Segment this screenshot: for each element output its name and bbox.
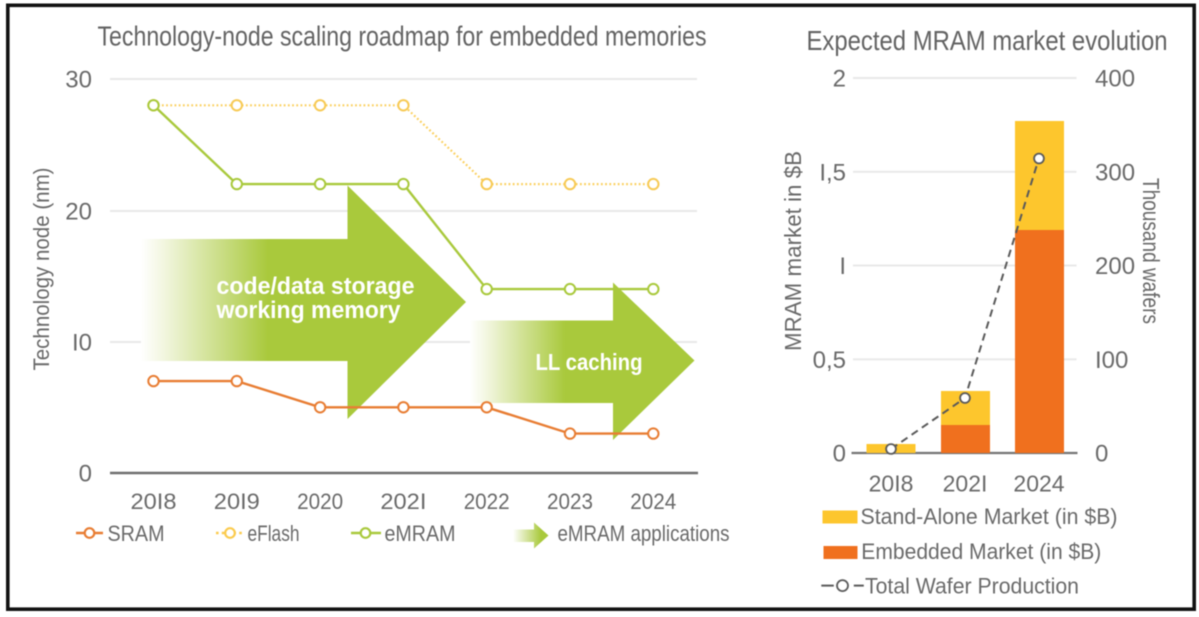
svg-text:I,5: I,5: [819, 159, 846, 186]
svg-text:I00: I00: [1095, 347, 1128, 374]
svg-text:0: 0: [1095, 441, 1108, 468]
svg-text:20: 20: [65, 199, 92, 226]
svg-text:400: 400: [1095, 66, 1135, 93]
svg-text:Expected MRAM market evolution: Expected MRAM market evolution: [807, 25, 1168, 56]
svg-text:2020: 2020: [297, 489, 343, 514]
svg-text:eMRAM applications: eMRAM applications: [558, 521, 730, 546]
svg-text:MRAM market in $B: MRAM market in $B: [780, 151, 806, 351]
svg-text:Technology node (nm): Technology node (nm): [29, 168, 54, 371]
svg-text:Technology-node scaling roadma: Technology-node scaling roadmap for embe…: [98, 21, 707, 52]
svg-text:0,5: 0,5: [813, 347, 846, 374]
svg-text:2022: 2022: [464, 489, 510, 514]
svg-text:202I: 202I: [943, 471, 988, 497]
svg-text:20I9: 20I9: [214, 489, 260, 514]
svg-text:20I8: 20I8: [869, 471, 914, 497]
svg-text:eFlash: eFlash: [248, 521, 300, 546]
svg-text:SRAM: SRAM: [108, 521, 165, 546]
svg-text:Stand-Alone Market (in $B): Stand-Alone Market (in $B): [861, 504, 1118, 529]
svg-text:200: 200: [1095, 253, 1135, 280]
svg-text:202I: 202I: [380, 489, 426, 514]
svg-text:300: 300: [1095, 159, 1135, 186]
svg-text:working memory: working memory: [216, 297, 402, 324]
svg-text:code/data storage: code/data storage: [217, 273, 415, 300]
svg-text:20I8: 20I8: [131, 489, 177, 514]
svg-text:I: I: [839, 253, 846, 280]
svg-text:eMRAM: eMRAM: [385, 521, 456, 546]
svg-text:2024: 2024: [630, 489, 676, 514]
svg-text:I0: I0: [72, 330, 92, 357]
svg-text:0: 0: [833, 441, 846, 468]
svg-text:2024: 2024: [1013, 471, 1064, 497]
svg-text:30: 30: [65, 67, 92, 94]
svg-text:0: 0: [79, 461, 92, 488]
svg-text:2023: 2023: [547, 489, 593, 514]
svg-text:Embedded Market (in $B): Embedded Market (in $B): [861, 539, 1101, 564]
svg-text:2: 2: [833, 66, 846, 93]
svg-text:Thousand wafers: Thousand wafers: [1138, 178, 1164, 324]
svg-text:Total Wafer Production: Total Wafer Production: [865, 574, 1079, 599]
svg-text:LL caching: LL caching: [536, 349, 643, 375]
